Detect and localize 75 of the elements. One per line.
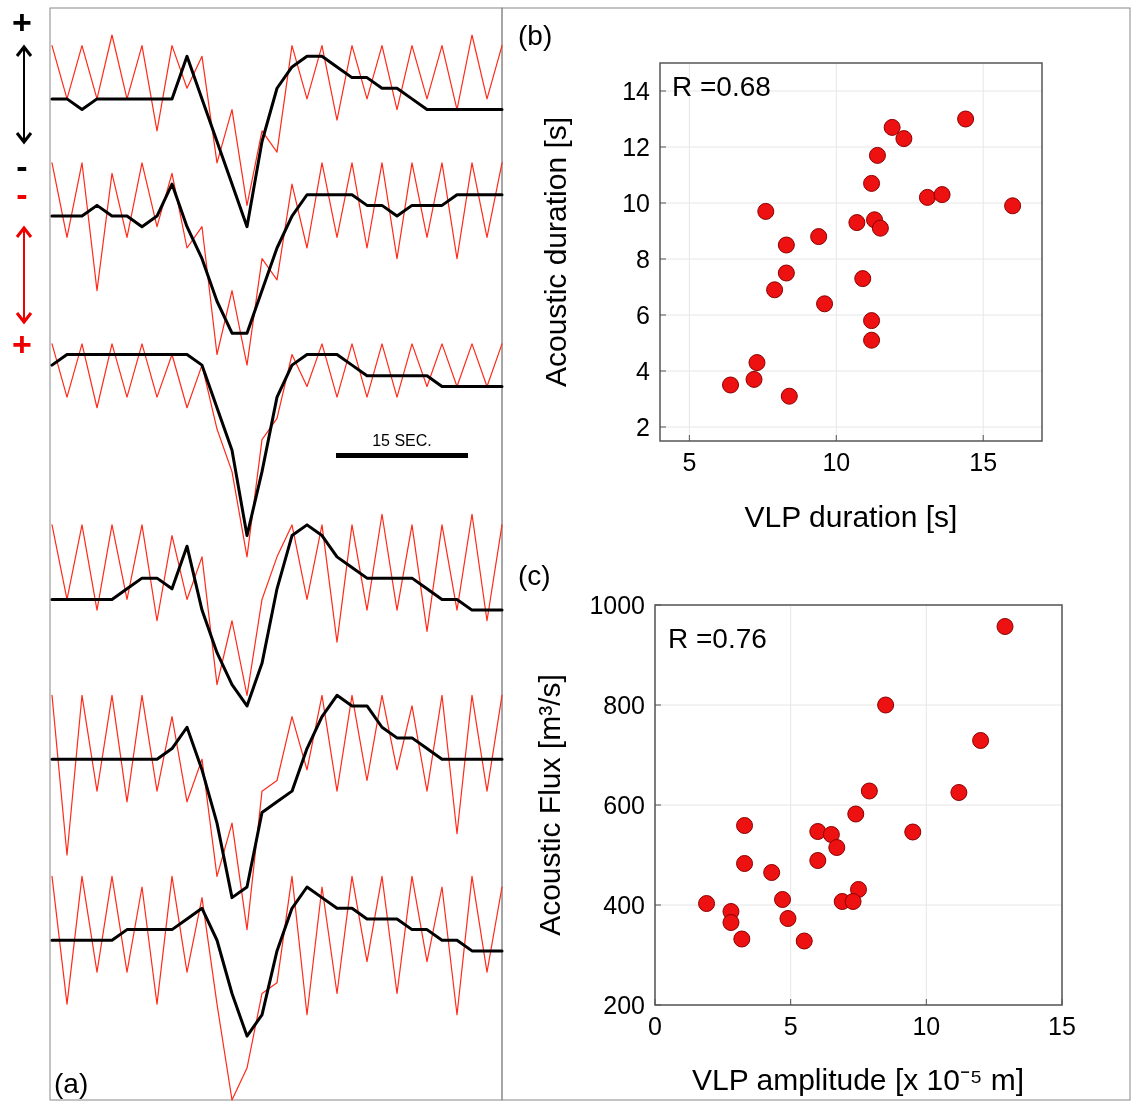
y-tick-label: 600	[603, 790, 645, 819]
text: (b)	[518, 20, 553, 51]
y-tick-label: 10	[622, 188, 650, 217]
y-tick-label: 1000	[589, 590, 645, 619]
point	[722, 914, 740, 931]
point	[810, 228, 828, 246]
point	[972, 732, 990, 749]
point	[918, 188, 936, 206]
point	[877, 696, 895, 714]
point	[736, 817, 754, 834]
point	[822, 826, 840, 843]
point	[871, 219, 889, 237]
x-axis-title: VLP duration [s]	[744, 500, 958, 533]
y-tick-label: 800	[603, 690, 645, 719]
point	[698, 895, 716, 912]
y-tick-label: 6	[636, 300, 650, 329]
y-tick-label: 14	[622, 76, 651, 105]
text: +	[12, 3, 32, 41]
point	[847, 805, 865, 823]
x-tick-label: 15	[1048, 1012, 1076, 1040]
point	[950, 784, 968, 801]
point	[1004, 197, 1022, 215]
point	[809, 823, 827, 840]
point	[883, 118, 901, 136]
annotation: R =0.76	[668, 623, 767, 654]
point	[780, 387, 798, 405]
x-tick-label: 10	[912, 1012, 941, 1040]
y-tick-label: 200	[603, 990, 645, 1019]
x-tick-label: 5	[783, 1012, 798, 1040]
point	[860, 782, 878, 800]
point	[763, 864, 781, 881]
text: +	[12, 325, 32, 363]
point	[957, 110, 975, 128]
annotation: 15 SEC.	[372, 432, 432, 449]
point	[777, 236, 795, 254]
y-tick-label: 8	[636, 244, 650, 273]
x-tick-label: 5	[682, 448, 697, 476]
point	[816, 295, 834, 313]
point	[733, 930, 751, 948]
point	[996, 618, 1014, 635]
y-tick-label: 4	[636, 356, 651, 385]
point	[748, 354, 766, 372]
point	[854, 270, 872, 288]
point	[844, 893, 862, 910]
point	[863, 331, 881, 349]
point	[809, 852, 827, 869]
point	[745, 370, 763, 388]
point	[895, 130, 913, 148]
point	[828, 839, 846, 856]
point	[868, 146, 886, 164]
text: (c)	[518, 560, 551, 591]
x-tick-label: 0	[648, 1012, 662, 1040]
y-axis-title: Acoustic duration [s]	[539, 116, 572, 388]
point	[933, 186, 951, 204]
point	[722, 376, 740, 394]
point	[777, 264, 795, 282]
x-tick-label: 15	[969, 448, 998, 476]
y-tick-label: 400	[603, 890, 645, 919]
point	[766, 281, 784, 299]
x-tick-label: 10	[822, 448, 851, 476]
y-tick-label: 12	[622, 132, 650, 161]
y-axis-title: Acoustic Flux [m³/s]	[533, 674, 566, 936]
point	[774, 891, 792, 908]
x-axis-title: VLP amplitude [x 10⁻⁵ m]	[691, 1063, 1025, 1096]
point	[848, 214, 866, 232]
point	[736, 855, 754, 872]
point	[904, 823, 922, 841]
point	[863, 312, 881, 330]
point	[863, 174, 881, 192]
point	[795, 932, 813, 950]
annotation: (a)	[54, 1068, 89, 1099]
y-tick-label: 2	[636, 412, 650, 441]
point	[757, 202, 775, 220]
point	[779, 910, 797, 927]
annotation: R =0.68	[672, 71, 771, 102]
